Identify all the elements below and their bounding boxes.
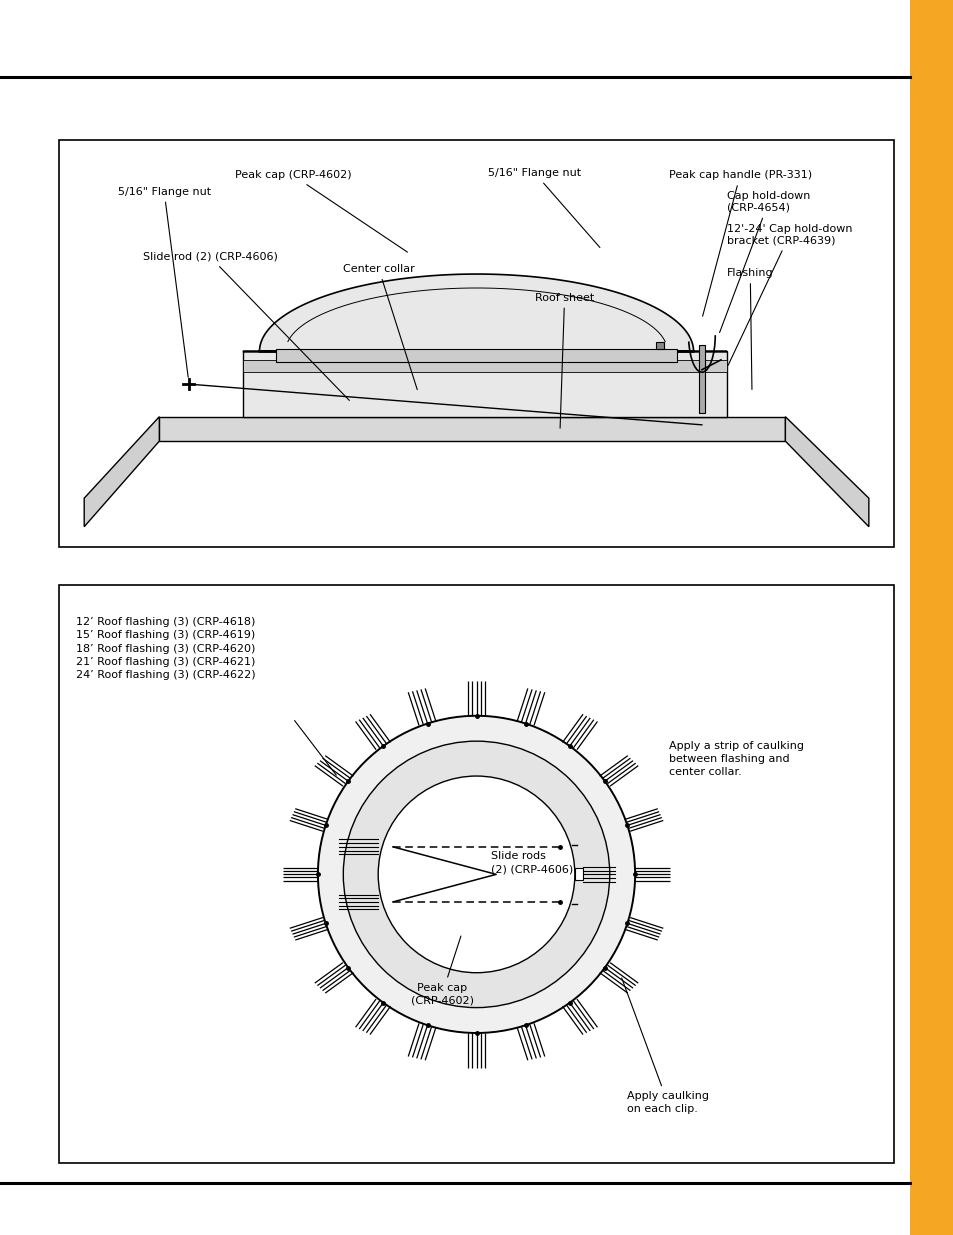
Text: 12’ Roof flashing (3) (CRP-4618)
15’ Roof flashing (3) (CRP-4619)
18’ Roof flash: 12’ Roof flashing (3) (CRP-4618) 15’ Roo… xyxy=(76,618,255,680)
Text: Center collar: Center collar xyxy=(343,264,416,389)
Bar xyxy=(656,342,663,350)
Text: Apply caulking
on each clip.: Apply caulking on each clip. xyxy=(621,978,708,1114)
Text: Peak cap
(CRP-4602): Peak cap (CRP-4602) xyxy=(410,936,473,1005)
Text: Flashing: Flashing xyxy=(726,268,773,389)
Bar xyxy=(159,416,784,441)
Polygon shape xyxy=(242,274,726,352)
Polygon shape xyxy=(784,416,868,526)
Text: 12'-24' Cap hold-down
bracket (CRP-4639): 12'-24' Cap hold-down bracket (CRP-4639) xyxy=(726,224,852,366)
Text: Peak cap handle (PR-331): Peak cap handle (PR-331) xyxy=(668,170,811,316)
Text: Peak cap (CRP-4602): Peak cap (CRP-4602) xyxy=(234,170,407,252)
Bar xyxy=(699,346,704,412)
Text: Cap hold-down
(CRP-4654): Cap hold-down (CRP-4654) xyxy=(719,191,809,332)
Bar xyxy=(59,140,893,547)
Bar xyxy=(909,0,953,1235)
Text: Slide rods
(2) (CRP-4606): Slide rods (2) (CRP-4606) xyxy=(491,851,573,874)
Ellipse shape xyxy=(377,776,575,973)
Bar xyxy=(242,359,726,372)
Text: 5/16" Flange nut: 5/16" Flange nut xyxy=(488,168,599,247)
Ellipse shape xyxy=(343,741,609,1008)
Polygon shape xyxy=(84,416,159,526)
Text: Roof sheet: Roof sheet xyxy=(535,293,594,429)
Bar xyxy=(275,350,677,362)
Text: Apply a strip of caulking
between flashing and
center collar.: Apply a strip of caulking between flashi… xyxy=(668,741,802,777)
Bar xyxy=(59,585,893,1163)
Ellipse shape xyxy=(317,716,635,1032)
Bar xyxy=(575,868,582,881)
Bar xyxy=(242,352,726,416)
Text: 5/16" Flange nut: 5/16" Flange nut xyxy=(117,186,211,377)
Text: Slide rod (2) (CRP-4606): Slide rod (2) (CRP-4606) xyxy=(143,252,349,400)
